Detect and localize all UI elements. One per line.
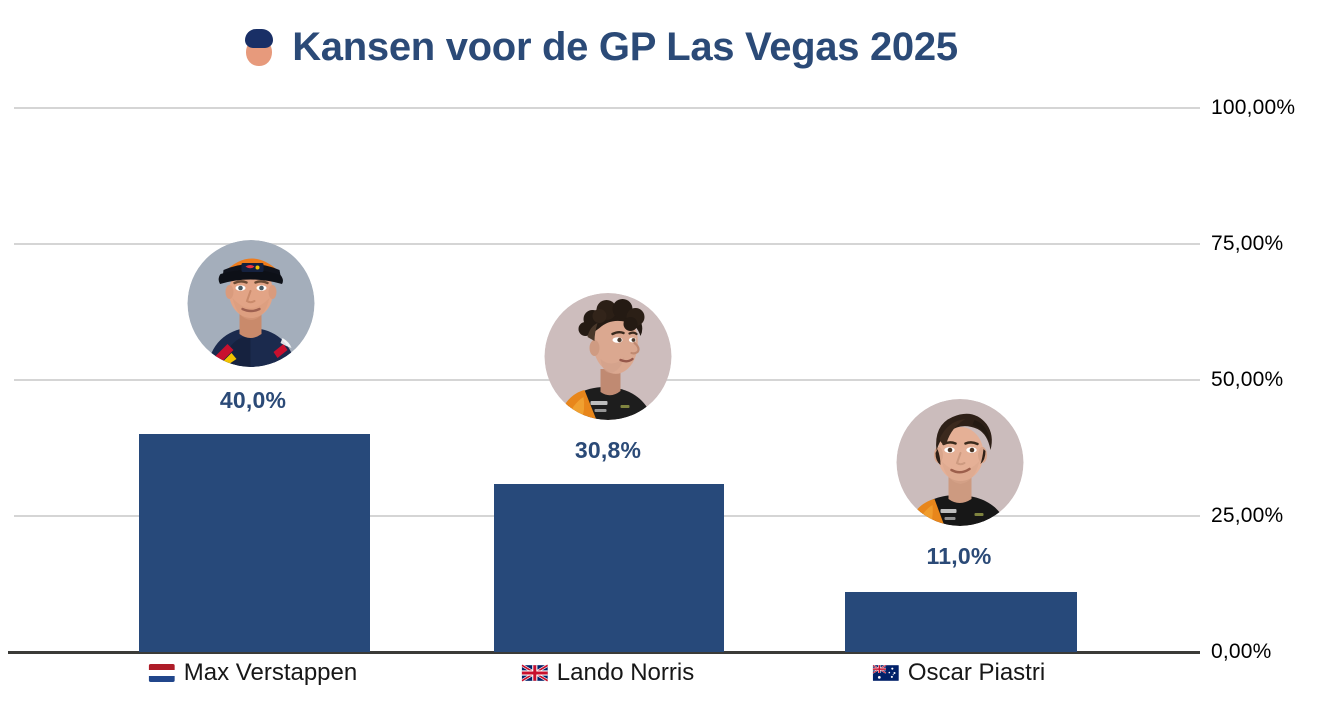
bar-oscar-piastri[interactable] [845,592,1077,652]
chart-title-row: Kansen voor de GP Las Vegas 2025 [0,14,1200,80]
x-axis-label-max-verstappen: Max Verstappen [148,659,358,686]
bar-lando-norris[interactable] [494,484,724,652]
y-tick-label-50: 50,00% [1211,368,1284,391]
driver-name-label: Lando Norris [556,659,695,686]
value-label-lando-norris: 30,8% [574,437,642,463]
netherlands-flag-icon [148,664,175,682]
united-kingdom-flag-icon [521,664,548,682]
value-label-max-verstappen: 40,0% [219,387,287,413]
bar-max-verstappen[interactable] [139,434,370,652]
driver-avatar-icon [242,27,276,67]
gridline-75 [14,243,1200,245]
driver-name-label: Max Verstappen [183,659,358,686]
y-tick-label-25: 25,00% [1211,504,1284,527]
portrait-max-verstappen[interactable] [187,240,315,367]
portrait-oscar-piastri[interactable] [896,399,1024,526]
y-tick-label-0: 0,00% [1211,640,1272,663]
gridline-100 [14,107,1200,109]
x-axis-label-oscar-piastri: Oscar Piastri [872,659,1046,686]
portrait-lando-norris[interactable] [544,293,672,420]
page-title: Kansen voor de GP Las Vegas 2025 [292,25,958,69]
value-label-oscar-piastri: 11,0% [926,543,992,569]
y-tick-label-100: 100,00% [1211,96,1296,119]
australia-flag-icon [872,664,899,682]
x-axis-line [8,651,1200,654]
x-axis-label-lando-norris: Lando Norris [521,659,695,686]
y-tick-label-75: 75,00% [1211,232,1284,255]
driver-name-label: Oscar Piastri [907,659,1046,686]
